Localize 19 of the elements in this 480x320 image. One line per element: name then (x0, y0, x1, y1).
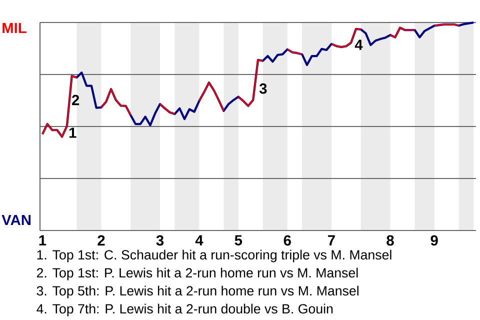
x-tick-label: 5 (234, 235, 242, 246)
x-tick-label: 4 (195, 235, 204, 246)
text: VAN (2, 214, 30, 226)
annotation: 4 (354, 40, 363, 50)
annotation: 2 (72, 94, 80, 106)
text: 3. Top 5th: P. Lewis hit a 2-run home run vs M. Mansel (36, 286, 358, 298)
x-tick-label: 6 (284, 235, 291, 246)
x-tick-label: 1 (39, 235, 46, 246)
x-tick-label: 3 (156, 235, 164, 246)
x-tick-label: 2 (98, 235, 105, 246)
x-tick-label: 7 (328, 235, 335, 246)
text: 4. Top 7th: P. Lewis hit a 2-run double vs B. Gouin (36, 304, 333, 316)
text: MIL (2, 22, 26, 34)
annotation: 1 (69, 128, 76, 138)
x-tick-label: 9 (430, 235, 438, 246)
text: 1. Top 1st: C. Schauder hit a run-scoring triple vs M. Mansel (37, 250, 392, 262)
text: 2. Top 1st: P. Lewis hit a 2-run home run vs M. Mansel (36, 268, 358, 280)
annotation: 3 (259, 83, 267, 94)
x-tick-label: 8 (386, 235, 394, 246)
